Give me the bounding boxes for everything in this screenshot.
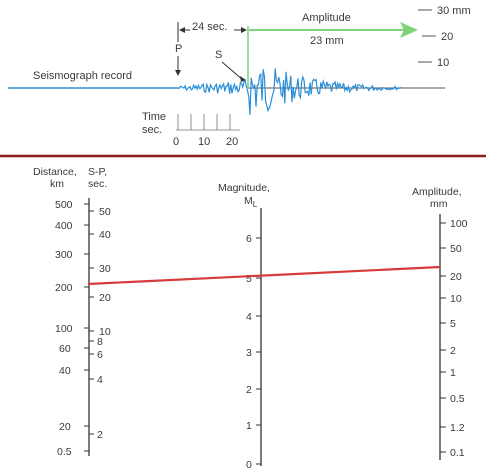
distance-tick-60: 60	[59, 343, 71, 355]
sp-tick-2: 2	[97, 429, 103, 441]
amplitude-tick-0-1: 0.1	[450, 447, 465, 459]
sp-tick-50: 50	[99, 206, 111, 218]
interval-right-arrow-icon	[241, 27, 247, 33]
amplitude-tick-2: 2	[450, 345, 456, 357]
distance-header-1: Distance,	[33, 166, 77, 178]
magnitude-header-1: Magnitude,	[218, 182, 270, 194]
amplitude-tick-50: 50	[450, 243, 462, 255]
magnitude-header-2: ML	[244, 195, 258, 209]
time-tick-10: 10	[198, 136, 210, 148]
seismograph-record-panel: 30 mm 20 10 Seismograph record P S 24 se…	[8, 5, 471, 148]
distance-tick-300: 300	[55, 249, 73, 261]
distance-tick-20: 20	[59, 421, 71, 433]
amplitude-tick-1-2: 1.2	[450, 422, 465, 434]
amplitude-tick-0-5: 0.5	[450, 393, 465, 405]
time-scale-ticks	[177, 114, 231, 130]
magnitude-tick-5: 5	[246, 273, 252, 285]
amplitude-header-2: mm	[430, 198, 448, 210]
s-wave-label: S	[215, 49, 222, 61]
amp-scale-label-10: 10	[437, 57, 449, 69]
time-tick-0: 0	[173, 136, 179, 148]
distance-tick-200: 200	[55, 282, 73, 294]
sp-tick-4: 4	[97, 374, 103, 386]
sp-tick-10: 10	[99, 326, 111, 338]
sp-tick-40: 40	[99, 229, 111, 241]
sp-tick-20: 20	[99, 292, 111, 304]
amplitude-header-1: Amplitude,	[412, 186, 462, 198]
sp-tick-6: 6	[97, 349, 103, 361]
distance-tick-400: 400	[55, 220, 73, 232]
amplitude-tick-1: 1	[450, 367, 456, 379]
s-marker-line	[221, 61, 244, 81]
amplitude-title: Amplitude	[302, 12, 351, 24]
magnitude-tick-6: 6	[246, 233, 252, 245]
magnitude-tick-0: 0	[246, 459, 252, 471]
distance-header-2: km	[50, 178, 64, 190]
magnitude-tick-2: 2	[246, 384, 252, 396]
nomogram-panel: Distance, km S-P, sec. Magnitude, ML Amp…	[33, 166, 468, 471]
sp-header-2: sec.	[88, 178, 107, 190]
seismograph-record-label: Seismograph record	[33, 70, 132, 82]
time-tick-20: 20	[226, 136, 238, 148]
amplitude-value: 23 mm	[310, 35, 344, 47]
distance-tick-0-5: 0.5	[57, 446, 72, 458]
interval-left-arrow-icon	[179, 27, 185, 33]
sp-header-1: S-P,	[88, 166, 107, 178]
time-unit-label: sec.	[142, 124, 162, 136]
distance-tick-40: 40	[59, 365, 71, 377]
seismograph-trace	[177, 68, 401, 115]
magnitude-reading-line	[87, 265, 441, 286]
magnitude-tick-1: 1	[246, 420, 252, 432]
s-arrow-icon	[240, 76, 246, 82]
amplitude-tick-20: 20	[450, 271, 462, 283]
magnitude-tick-3: 3	[246, 347, 252, 359]
sp-tick-30: 30	[99, 263, 111, 275]
amp-scale-label-30: 30 mm	[437, 5, 471, 17]
distance-tick-100: 100	[55, 323, 73, 335]
distance-tick-500: 500	[55, 199, 73, 211]
amplitude-tick-100: 100	[450, 218, 468, 230]
amplitude-tick-10: 10	[450, 293, 462, 305]
amplitude-tick-5: 5	[450, 318, 456, 330]
amp-scale-label-20: 20	[441, 31, 453, 43]
time-label: Time	[142, 111, 166, 123]
amplitude-arrow-icon	[400, 22, 418, 38]
p-wave-label: P	[175, 43, 182, 55]
magnitude-tick-4: 4	[246, 311, 252, 323]
interval-label: 24 sec.	[192, 21, 227, 33]
sp-tick-8: 8	[97, 336, 103, 348]
p-arrow-icon	[175, 70, 181, 76]
